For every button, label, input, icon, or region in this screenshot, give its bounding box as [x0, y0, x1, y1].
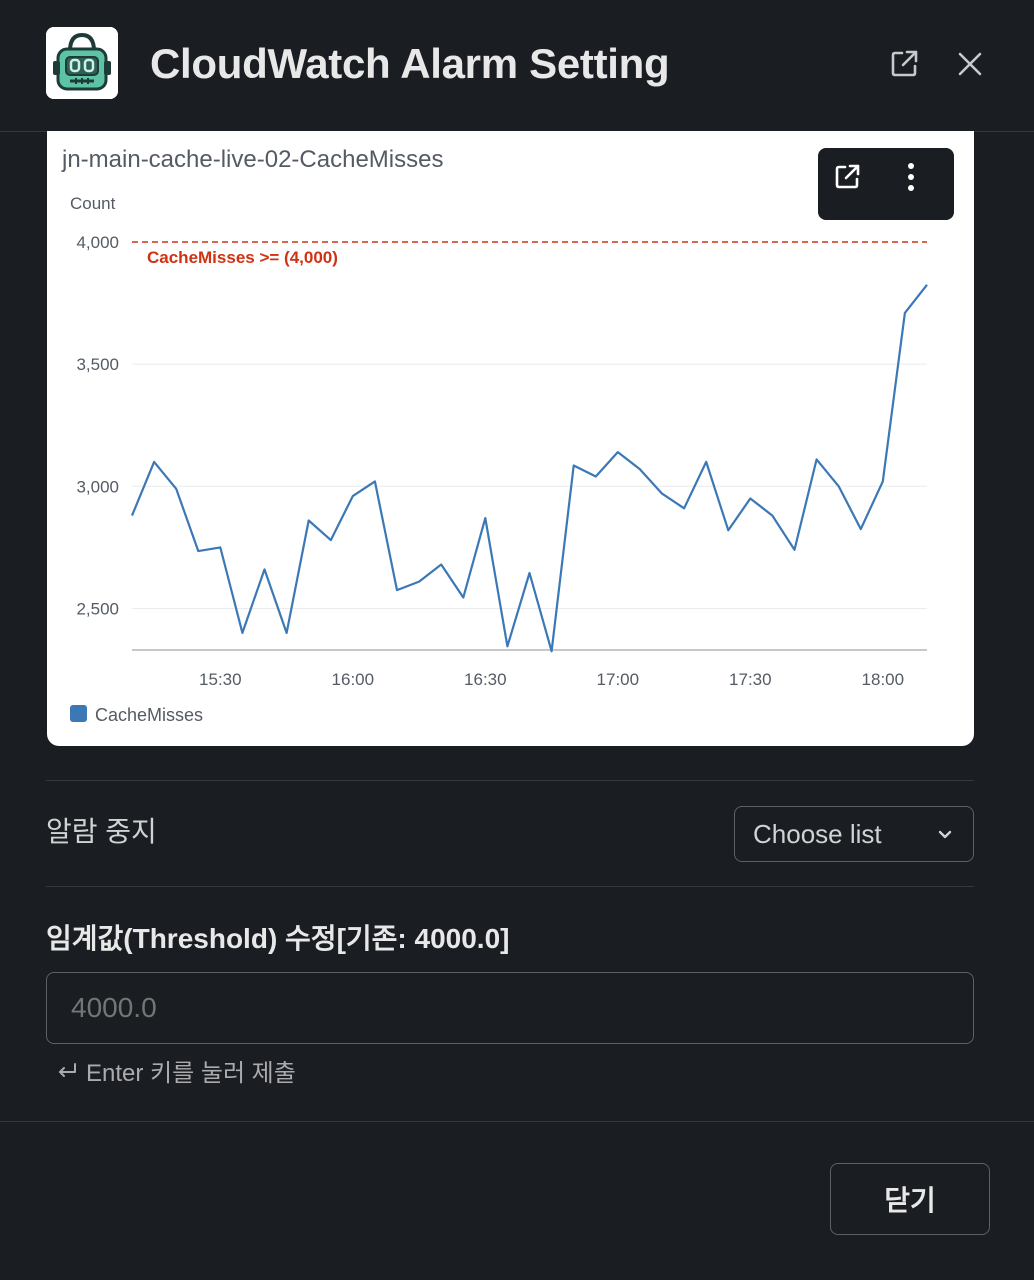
chart-title: jn-main-cache-live-02-CacheMisses [61, 146, 443, 173]
x-tick-label: 16:00 [332, 670, 375, 689]
return-arrow-icon [59, 1062, 76, 1077]
submit-hint-text: Enter 키를 눌러 제출 [86, 1060, 296, 1087]
chart-svg: jn-main-cache-live-02-CacheMisses Count … [61, 146, 928, 725]
robot-icon [46, 27, 118, 99]
divider [46, 780, 974, 781]
x-tick-label: 15:30 [199, 670, 242, 689]
x-tick-label: 17:30 [729, 670, 772, 689]
submit-hint: Enter 키를 눌러 제출 [56, 1053, 296, 1088]
popout-button[interactable] [882, 42, 926, 86]
divider [46, 886, 974, 887]
modal-header: CloudWatch Alarm Setting [0, 0, 1034, 132]
chevron-down-icon [938, 830, 952, 839]
alarm-stop-label: 알람 중지 [46, 816, 157, 847]
select-value: Choose list [753, 818, 882, 849]
alarm-stop-select[interactable]: Choose list [734, 806, 974, 862]
x-tick-label: 16:30 [464, 670, 507, 689]
chart-more-button[interactable] [896, 162, 940, 206]
close-button[interactable]: 닫기 [830, 1163, 990, 1235]
modal-title: CloudWatch Alarm Setting [150, 40, 670, 87]
threshold-label: 임계값(Threshold) 수정[기존: 4000.0] [46, 923, 510, 954]
close-icon [958, 52, 982, 76]
metric-chart: jn-main-cache-live-02-CacheMisses Count … [47, 131, 974, 746]
legend-swatch [70, 705, 87, 722]
footer-divider [0, 1121, 1034, 1122]
threshold-label: CacheMisses >= (4,000) [147, 248, 338, 267]
series-line [130, 284, 928, 653]
chart-popout-button[interactable] [832, 162, 876, 206]
x-tick-label: 18:00 [862, 670, 905, 689]
threshold-input[interactable] [46, 972, 974, 1044]
x-tick-label: 17:00 [597, 670, 640, 689]
y-tick-label: 4,000 [76, 233, 119, 252]
y-tick-label: 3,000 [76, 477, 119, 496]
y-tick-label: 2,500 [76, 599, 119, 618]
y-tick-label: 3,500 [76, 355, 119, 374]
close-modal-button[interactable] [948, 42, 992, 86]
chart-y-axis-label: Count [70, 194, 116, 213]
external-link-icon [835, 164, 860, 189]
more-vertical-icon [908, 163, 914, 191]
legend-entry[interactable]: CacheMisses [95, 705, 203, 725]
external-link-icon [891, 50, 918, 77]
chart-toolbar [818, 148, 954, 220]
